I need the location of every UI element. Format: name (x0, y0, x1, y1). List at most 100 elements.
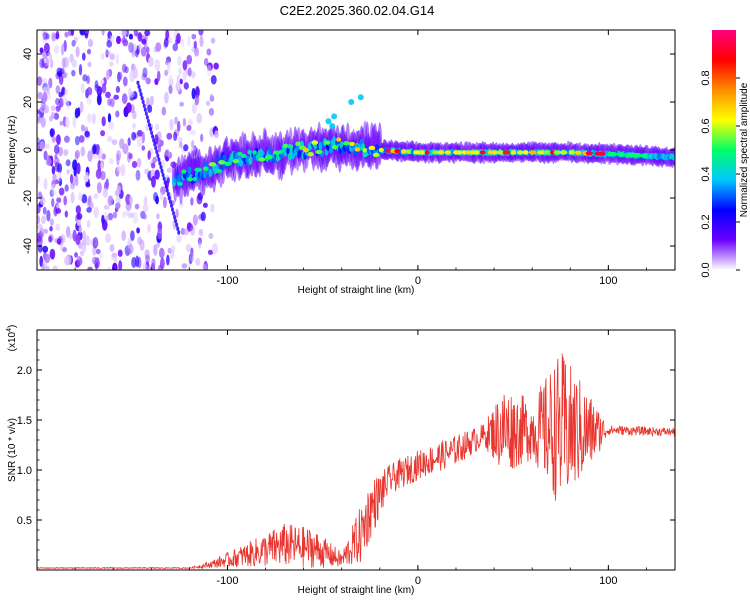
spectrogram-speckle-cell (179, 101, 184, 107)
spectrogram-speckle-cell (39, 47, 44, 54)
spectrogram-ridge-core (278, 149, 283, 155)
spectrogram-speckle-cell (80, 146, 86, 157)
spectrogram-ridge-core (187, 176, 193, 182)
spectrogram-speckle-cell (101, 116, 106, 127)
spectrogram-speckle-cell (109, 53, 116, 61)
y-tick-label: 40 (22, 48, 34, 60)
spectrogram-speckle-cell (84, 130, 90, 138)
spectrogram-speckle-cell (72, 159, 78, 171)
spectrogram-speckle-cell (87, 150, 93, 162)
spectrogram-speckle-cell (43, 150, 48, 161)
spectrogram-speckle-cell (132, 122, 136, 130)
spectrogram-speckle-cell (199, 35, 204, 48)
spectrogram-speckle-cell (115, 196, 121, 204)
spectrogram-speckle-cell (128, 33, 134, 40)
spectrogram-speckle-cell (155, 195, 159, 205)
spectrogram-speckle-cell (180, 38, 185, 48)
spectrogram-streak-cell (177, 230, 181, 235)
spectrogram-streak-cell (164, 184, 168, 189)
spectrogram-speckle-cell (72, 115, 76, 128)
y-tick-label: 1.0 (17, 465, 32, 477)
spectrogram-speckle-cell (57, 171, 62, 182)
spectrogram-y-axis-label: Frequency (Hz) (7, 116, 18, 185)
spectrogram-streak-cell (156, 153, 160, 158)
spectrogram-streak-cell (165, 188, 169, 193)
spectrogram-speckle-cell (92, 143, 97, 155)
spectrogram-speckle-cell (146, 46, 150, 54)
spectrogram-ridge-core (218, 160, 226, 165)
spectrogram-x-ticks: -100 0 100 (36, 30, 647, 287)
y-tick-label: 2.0 (17, 365, 32, 377)
spectrogram-ridge-core (424, 150, 430, 155)
spectrogram-streak-cell (154, 145, 158, 151)
spectrogram-speckle-cell (196, 113, 203, 124)
spectrogram-speckle-cell (37, 76, 43, 86)
spectrogram-speckle-cell (198, 240, 202, 249)
spectrogram-speckle-cell (176, 32, 181, 44)
spectrogram-speckle-cell (181, 263, 188, 269)
spectrogram-speckle-cell (168, 84, 173, 95)
spectrogram-speckle-cell (155, 42, 162, 52)
spectrogram-ridge-core (332, 144, 338, 150)
spectrogram-speckle-cell (206, 48, 212, 56)
spectrogram-speckle-cell (64, 210, 68, 218)
spectrogram-speckle-cell (43, 178, 48, 190)
spectrogram-speckle-cell (37, 108, 40, 115)
spectrogram-speckle-cell (125, 102, 132, 113)
spectrogram-ridge-core (192, 176, 198, 182)
spectrogram-speckle-cell (107, 212, 114, 221)
spectrogram-speckle-cell (182, 69, 187, 81)
spectrogram-speckle-cell (113, 94, 120, 100)
spectrogram-speckle-cell (98, 253, 104, 260)
spectrogram-speckle-cell (118, 260, 123, 270)
spectrogram-speckle-cell (45, 157, 52, 166)
spectrogram-speckle-cell (52, 189, 57, 196)
spectrogram-streak-cell (150, 130, 154, 135)
spectrogram-speckle-cell (106, 40, 113, 48)
spectrogram-speckle-cell (208, 232, 214, 240)
spectrogram-speckle-cell (155, 123, 160, 131)
spectrogram-speckle-cell (86, 206, 92, 213)
spectrogram-speckle-cell (113, 257, 118, 264)
spectrogram-speckle-cell (194, 47, 200, 57)
spectrogram-speckle-cell (44, 143, 50, 150)
spectrogram-ridge-core (384, 148, 393, 153)
y-tick-label: -20 (22, 190, 34, 206)
spectrogram-speckle-cell (177, 136, 184, 143)
spectrogram-speckle-cell (120, 164, 126, 177)
spectrogram-speckle-cell (177, 55, 182, 66)
spectrogram-speckle-cell (82, 74, 88, 82)
spectrogram-speckle-cell (131, 256, 137, 268)
spectrogram-speckle-cell (91, 256, 98, 265)
spectrogram-speckle-cell (76, 255, 82, 267)
spectrogram-side-lobe (325, 118, 332, 125)
spectrogram-streak-cell (149, 126, 153, 132)
spectrogram-speckle-cell (106, 266, 112, 270)
spectrogram-speckle-cell (115, 188, 120, 196)
spectrogram-speckle-cell (84, 171, 89, 182)
spectrogram-ridge-core (496, 150, 505, 155)
spectrogram-ridge-core (202, 166, 209, 171)
spectrogram-speckle-cell (37, 215, 41, 225)
spectrogram-speckle-cell (52, 265, 58, 270)
spectrogram-streak-cell (162, 176, 166, 181)
spectrogram-speckle-cell (105, 215, 109, 222)
spectrogram-ridge-core (479, 150, 486, 155)
spectrogram-speckle-cell (78, 135, 85, 143)
spectrogram-speckle-cell (159, 257, 165, 270)
spectrogram-speckle-cell (42, 31, 48, 40)
spectrogram-speckle-cell (98, 147, 103, 159)
spectrogram-speckle-cell (96, 86, 103, 97)
spectrogram-speckle-cell (173, 131, 178, 142)
spectrogram-speckle-cell (164, 148, 170, 157)
spectrogram-speckle-cell (77, 107, 81, 117)
x-tick-label: -100 (216, 575, 238, 587)
spectrogram-speckle-cell (154, 133, 159, 145)
spectrogram-speckle-cell (58, 187, 65, 196)
spectrogram-speckle-cell (137, 32, 143, 42)
spectrogram-streak-cell (171, 207, 175, 212)
spectrogram-speckle-cell (37, 115, 41, 122)
spectrogram-streak-cell (174, 218, 178, 224)
spectrogram-speckle-cell (183, 144, 189, 152)
spectrogram-speckle-cell (144, 168, 149, 175)
